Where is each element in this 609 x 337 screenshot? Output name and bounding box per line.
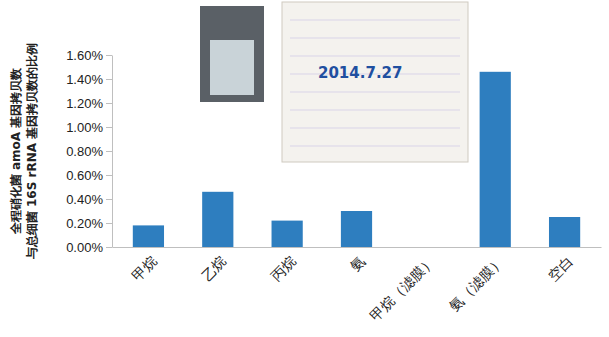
y-tick-label: 0.20% (66, 216, 103, 231)
x-tick: 氨（滤膜） (446, 247, 507, 314)
x-tick: 氨 (347, 247, 368, 275)
y-tick: 0.60% (66, 168, 112, 183)
y-tick: 0.80% (66, 144, 112, 159)
y-tick-label: 0.40% (66, 192, 103, 207)
y-tick-mark (106, 55, 112, 56)
x-axis: 甲烷 乙烷 丙烷 氨甲烷（滤膜）氨（滤膜） 空白 (113, 247, 602, 324)
bar (410, 247, 441, 248)
y-tick-label: 0.60% (66, 168, 103, 183)
x-tick: 甲烷（滤膜） (367, 247, 438, 324)
y-tick: 1.60% (66, 48, 112, 63)
x-tick-label: 甲烷（滤膜） (367, 253, 438, 324)
notebook-line (290, 38, 460, 39)
y-tick-label: 0.80% (66, 144, 103, 159)
y-tick: 0.40% (66, 192, 112, 207)
y-tick-label: 1.60% (66, 48, 103, 63)
notebook-line (290, 110, 460, 111)
notebook-line (290, 56, 460, 57)
notebook-line (290, 20, 460, 21)
notebook-line (290, 92, 460, 93)
y-tick-mark (106, 199, 112, 200)
y-tick-label: 1.20% (66, 96, 103, 111)
y-tick-mark (106, 127, 112, 128)
y-axis-title-line: 全程硝化菌 amoA 基因拷贝数 (9, 67, 23, 235)
y-tick-label: 1.00% (66, 120, 103, 135)
y-axis: 0.00% 0.20% 0.40% 0.60% 0.80% 1.00% 1.20% 1.40%… (66, 48, 112, 255)
bar (272, 221, 303, 247)
x-tick-label: 氨（滤膜） (446, 253, 507, 314)
y-tick-mark (106, 79, 112, 80)
y-tick: 1.00% (66, 120, 112, 135)
y-tick: 0.20% (66, 216, 112, 231)
y-tick: 1.40% (66, 72, 112, 87)
photo (200, 6, 264, 102)
y-axis-title-line: 与总细菌 16S rRNA 基因拷贝数的比例 (25, 43, 39, 260)
bars (133, 72, 580, 247)
y-tick-mark (106, 151, 112, 152)
photo-bottle (210, 40, 254, 95)
notebook (282, 2, 468, 162)
x-tick-label: 甲烷 (129, 253, 160, 284)
y-tick-mark (106, 223, 112, 224)
y-tick: 1.20% (66, 96, 112, 111)
x-tick: 甲烷 (129, 247, 160, 285)
notebook-line (290, 128, 460, 129)
x-tick: 空白 (545, 247, 576, 285)
x-tick: 乙烷 (198, 247, 229, 285)
y-tick-mark (106, 247, 112, 248)
x-tick: 丙烷 (268, 247, 299, 285)
x-tick-label: 丙烷 (268, 253, 299, 284)
y-axis-line (112, 56, 113, 248)
bar (549, 217, 580, 247)
bar (480, 72, 511, 247)
y-tick: 0.00% (66, 240, 112, 255)
y-tick-mark (106, 175, 112, 176)
bar (341, 211, 372, 247)
bar (202, 192, 233, 247)
x-axis-line (113, 247, 602, 248)
y-tick-mark (106, 103, 112, 104)
x-tick-label: 乙烷 (198, 253, 229, 284)
inset-images (200, 2, 468, 162)
bar (133, 225, 164, 247)
annotation: 2014.7.27 (318, 64, 402, 82)
notebook-line (290, 146, 460, 147)
y-axis-title: 全程硝化菌 amoA 基因拷贝数与总细菌 16S rRNA 基因拷贝数的比例 (9, 43, 39, 260)
y-tick-label: 0.00% (66, 240, 103, 255)
x-tick-label: 空白 (545, 253, 576, 284)
y-tick-label: 1.40% (66, 72, 103, 87)
x-tick-label: 氨 (347, 253, 368, 274)
